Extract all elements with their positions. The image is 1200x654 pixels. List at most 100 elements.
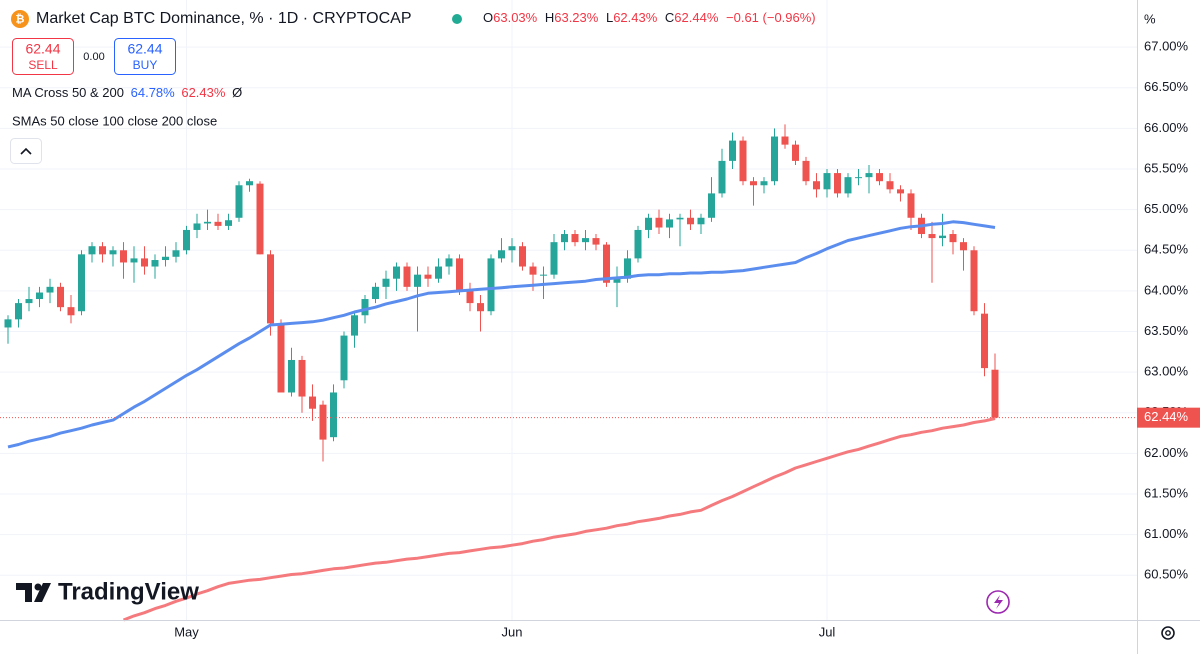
ohlc-label: L	[606, 10, 613, 25]
candle-body	[456, 258, 463, 291]
y-tick-label: 63.50%	[1144, 323, 1189, 338]
y-tick-label: 66.50%	[1144, 79, 1189, 94]
candle-body	[435, 266, 442, 279]
candle-body	[823, 173, 831, 190]
candle-body	[78, 254, 85, 312]
chart-title: Market Cap BTC Dominance, % · 1D · CRYPT…	[36, 10, 412, 27]
candle-body	[4, 319, 12, 328]
candle-body	[15, 303, 22, 320]
candle-body	[414, 274, 421, 287]
plot	[0, 124, 1137, 622]
candle-body	[267, 254, 274, 324]
coin-icon	[11, 10, 29, 28]
candle-body	[897, 189, 904, 194]
axis-unit: %	[1144, 11, 1156, 26]
candle-body	[445, 258, 453, 267]
candle-body	[508, 246, 516, 251]
settings-icon[interactable]	[1161, 626, 1175, 640]
candle-body	[981, 313, 988, 369]
candle-body	[67, 307, 75, 316]
candle-body	[498, 250, 505, 259]
candle-body	[130, 258, 138, 263]
y-tick-label: 65.50%	[1144, 160, 1189, 175]
candle-body	[970, 250, 978, 312]
candle-body	[886, 181, 894, 190]
candle-body	[718, 160, 726, 194]
indicator-legend: SMAs 50 close 100 close 200 close	[12, 113, 217, 128]
y-tick-label: 65.00%	[1144, 201, 1189, 216]
x-tick-label: Jul	[819, 624, 836, 639]
indicator-value: 62.43%	[181, 85, 226, 100]
candle-body	[655, 217, 663, 228]
candle-body	[771, 136, 778, 182]
y-tick-label: 64.00%	[1144, 282, 1189, 297]
candle-body	[319, 404, 327, 440]
candle-body	[991, 369, 999, 418]
candle-body	[844, 177, 852, 194]
candle-body	[351, 315, 358, 336]
candle-body	[424, 274, 432, 279]
candle-body	[235, 185, 243, 218]
candle-body	[876, 173, 883, 182]
ohlc-value: 63.23%	[554, 10, 599, 25]
candle-body	[340, 335, 348, 381]
candle-body	[193, 223, 201, 230]
candle-body	[309, 396, 316, 409]
candle-body	[550, 242, 558, 275]
y-tick-label: 66.00%	[1144, 120, 1189, 135]
coin-glyph: ₿	[16, 13, 25, 25]
indicator-value: 64.78%	[131, 85, 176, 100]
change: −0.61 (−0.96%)	[726, 10, 816, 25]
buy-button[interactable]	[114, 38, 176, 75]
candle-body	[382, 278, 390, 287]
candle-body	[361, 299, 369, 316]
candle-body	[393, 266, 400, 279]
candle-body	[330, 392, 337, 438]
alert-glyph	[994, 595, 1003, 609]
collapse-button[interactable]	[10, 138, 42, 164]
candle-body	[960, 242, 967, 251]
candle-body	[477, 303, 484, 312]
candle-body	[57, 286, 64, 308]
indicator-symbol: Ø	[232, 85, 242, 100]
candle-body	[151, 260, 159, 267]
indicator-name: MA Cross 50 & 200	[12, 85, 124, 100]
candle-body	[634, 229, 642, 259]
candle-body	[750, 181, 757, 186]
y-tick-label: 61.00%	[1144, 526, 1189, 541]
candle-body	[907, 193, 915, 218]
watermark: TradingView	[58, 578, 199, 605]
y-tick-label: 62.00%	[1144, 445, 1189, 460]
candle-body	[708, 193, 715, 218]
candle-body	[25, 299, 33, 304]
x-tick-label: May	[174, 624, 199, 639]
candle-body	[645, 217, 652, 230]
axis: 60.50%61.00%61.50%62.00%62.50%63.00%63.5…	[174, 39, 1200, 639]
ohlc-legend: O63.03% H63.23% L62.43% C62.44% −0.61 (−…	[483, 10, 816, 25]
candle-body	[183, 229, 190, 251]
sell-button[interactable]	[12, 38, 74, 75]
ohlc-value: 63.03%	[493, 10, 538, 25]
candle-body	[256, 183, 264, 255]
market-status	[452, 14, 462, 24]
candle-body	[204, 221, 211, 224]
y-tick-label: 64.50%	[1144, 242, 1189, 257]
spread: 0.00	[83, 51, 104, 63]
candle-body	[949, 234, 957, 243]
candle-body	[466, 290, 474, 304]
ohlc-value: 62.44%	[674, 10, 719, 25]
candle-body	[760, 181, 768, 186]
candle-body	[792, 144, 799, 161]
y-tick-label: 61.50%	[1144, 485, 1189, 500]
candle-body	[666, 219, 673, 228]
candle-body	[99, 246, 106, 255]
candle-body	[624, 258, 631, 279]
ohlc-label: O	[483, 10, 493, 25]
candle-body	[141, 258, 148, 267]
candle-body	[603, 244, 610, 283]
price-label: 62.44%	[1144, 409, 1189, 424]
y-tick-label: 63.00%	[1144, 364, 1189, 379]
indicator-legend: MA Cross 50 & 200 64.78% 62.43% Ø	[12, 85, 242, 100]
